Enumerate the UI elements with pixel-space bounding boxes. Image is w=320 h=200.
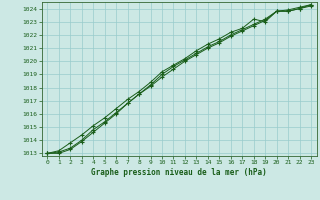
X-axis label: Graphe pression niveau de la mer (hPa): Graphe pression niveau de la mer (hPa) bbox=[91, 168, 267, 177]
